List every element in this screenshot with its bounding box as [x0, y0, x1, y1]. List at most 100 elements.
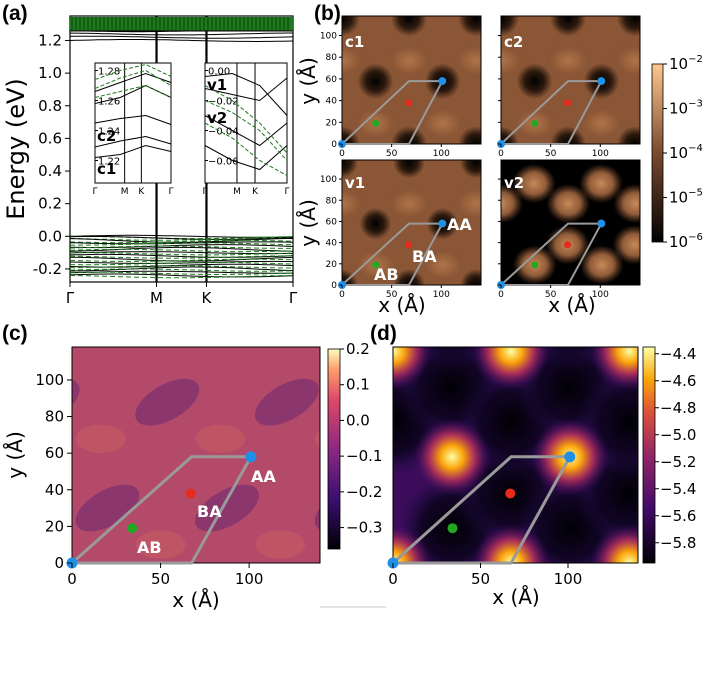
- c-colorbar: [327, 348, 341, 550]
- ldos-y-tick-label: 0: [331, 140, 337, 150]
- ldos-label-c2: c2: [504, 33, 523, 51]
- ldos-x-tick-label: 0: [339, 149, 345, 159]
- ldos-x-tick-label: 50: [545, 149, 557, 159]
- y-tick-label: 40: [45, 481, 64, 499]
- c-colorbar-tick-label: −0.2: [346, 483, 382, 501]
- label-v1: v1: [207, 76, 227, 94]
- inset-v-x-tick-label: Γ: [202, 187, 207, 197]
- valence-band-line-dashed: [69, 275, 294, 279]
- valence-band-line: [69, 238, 293, 243]
- site-marker-aa: [597, 77, 606, 86]
- site-label-ab-b: AB: [374, 265, 399, 284]
- site-marker-aa: [438, 219, 447, 228]
- valence-band-line: [70, 266, 294, 272]
- panel-label-d: (d): [370, 322, 397, 345]
- site-marker-ba: [564, 241, 572, 249]
- inset-v-x-tick-label: K: [252, 187, 259, 197]
- valence-band-line: [69, 246, 294, 252]
- valence-band-line-dashed: [70, 261, 294, 266]
- valence-band-line-dashed: [69, 245, 293, 249]
- ldos-y-tick-label: 40: [326, 97, 338, 107]
- inset-v-y-tick-label: −0.06: [208, 157, 239, 168]
- c-colorbar-tick-label: −0.3: [346, 519, 382, 537]
- ldos-y-tick-label: 100: [320, 175, 337, 185]
- band-y-tick-label: 0.4: [38, 162, 62, 180]
- site-marker-ba: [405, 241, 413, 249]
- ldos-label-v1: v1: [345, 174, 365, 192]
- band-y-tick-label: 1.0: [38, 64, 62, 82]
- ldos-y-tick-label: 60: [326, 75, 338, 85]
- panel-label-b: (b): [314, 2, 341, 25]
- site-marker-ab: [447, 523, 458, 534]
- band-y-tick-label: 0.0: [38, 227, 62, 245]
- c-y-axis-label: y (Å): [3, 431, 27, 478]
- x-tick-label: 100: [235, 570, 264, 588]
- x-tick-label: 50: [151, 570, 170, 588]
- inset-c-x-tick-label: Γ: [168, 187, 173, 197]
- inset-c-y-tick-label: 1.26: [98, 97, 120, 108]
- valence-band-line-dashed: [69, 271, 294, 275]
- inset-c-y-tick-label: 1.28: [98, 67, 120, 78]
- ldos-colorbar: [651, 63, 664, 243]
- heatmap-d: [393, 347, 638, 563]
- ldos-colorbar-tick-label: 10−5: [669, 188, 703, 207]
- valence-band-line-dashed: [69, 265, 294, 269]
- site-marker-ab: [127, 523, 138, 534]
- site-label-ab-c: AB: [137, 538, 162, 557]
- inset-c-x-tick-label: Γ: [92, 187, 97, 197]
- inset-valence: 0.00 −0.02 −0.04 −0.06 Γ M K Γ v1 v2: [202, 62, 290, 197]
- ldos-y-tick-label: 100: [320, 32, 337, 42]
- d-colorbar-tick-label: −5.2: [660, 453, 696, 471]
- y-tick-label: 60: [45, 444, 64, 462]
- x-tick-label: 50: [471, 570, 490, 588]
- valence-band-line-dashed: [70, 242, 294, 246]
- y-tick-label: 100: [35, 371, 64, 389]
- site-marker-aa: [438, 77, 447, 86]
- x-tick-label: 100: [554, 570, 583, 588]
- c-colorbar-tick-label: 0.2: [346, 340, 370, 358]
- y-tick-label: 0: [54, 554, 64, 572]
- site-marker-ba: [405, 99, 413, 107]
- valence-band-line-dashed: [69, 248, 294, 253]
- ldos-y-label-top: y (Å): [296, 57, 320, 104]
- ldos-y-tick-label: 80: [326, 196, 338, 206]
- upper-dense-bands: [70, 17, 293, 32]
- inset-v-y-tick-label: −0.02: [208, 97, 239, 108]
- site-marker-aa: [597, 219, 606, 228]
- band-lines: [69, 16, 294, 282]
- x-tick-label: 0: [388, 570, 398, 588]
- valence-band-line: [69, 236, 294, 240]
- valence-band-line: [69, 253, 294, 258]
- band-x-tick-label: Γ: [66, 289, 75, 307]
- inset-c-x-tick-label: M: [121, 187, 129, 197]
- ldos-map-v2: [501, 160, 640, 285]
- valence-band-line-dashed: [69, 268, 294, 272]
- ldos-colorbar-tick-label: 10−3: [669, 99, 703, 118]
- site-marker-ab: [372, 261, 380, 269]
- valence-band-line-dashed: [69, 258, 294, 262]
- site-marker-ab: [531, 119, 539, 127]
- site-marker-ba: [185, 488, 196, 499]
- d-colorbar-tick-label: −4.6: [660, 372, 696, 390]
- valence-band-line-dashed: [69, 239, 294, 244]
- ldos-colorbar-ticks: 10−2 10−3 10−4 10−5 10−6: [663, 54, 703, 251]
- ldos-colorbar-tick-label: 10−6: [669, 232, 703, 251]
- ldos-y-tick-label: 60: [326, 217, 338, 227]
- d-colorbar-tick-label: −4.8: [660, 399, 696, 417]
- band-y-tick-label: -0.2: [33, 260, 62, 278]
- d-colorbar-tick-label: −5.8: [660, 534, 696, 552]
- valence-band-line: [69, 241, 294, 245]
- valence-band-line-dashed: [70, 252, 294, 256]
- heatmap-c: [72, 347, 320, 563]
- valence-band-line: [69, 273, 294, 278]
- valence-band-line-dashed: [70, 235, 294, 240]
- conduction-band-line: [69, 39, 294, 42]
- ldos-y-label-bottom: y (Å): [296, 199, 320, 246]
- ldos-y-tick-label: 80: [326, 53, 338, 63]
- band-x-tick-label: M: [150, 289, 163, 307]
- site-marker-ba: [564, 99, 572, 107]
